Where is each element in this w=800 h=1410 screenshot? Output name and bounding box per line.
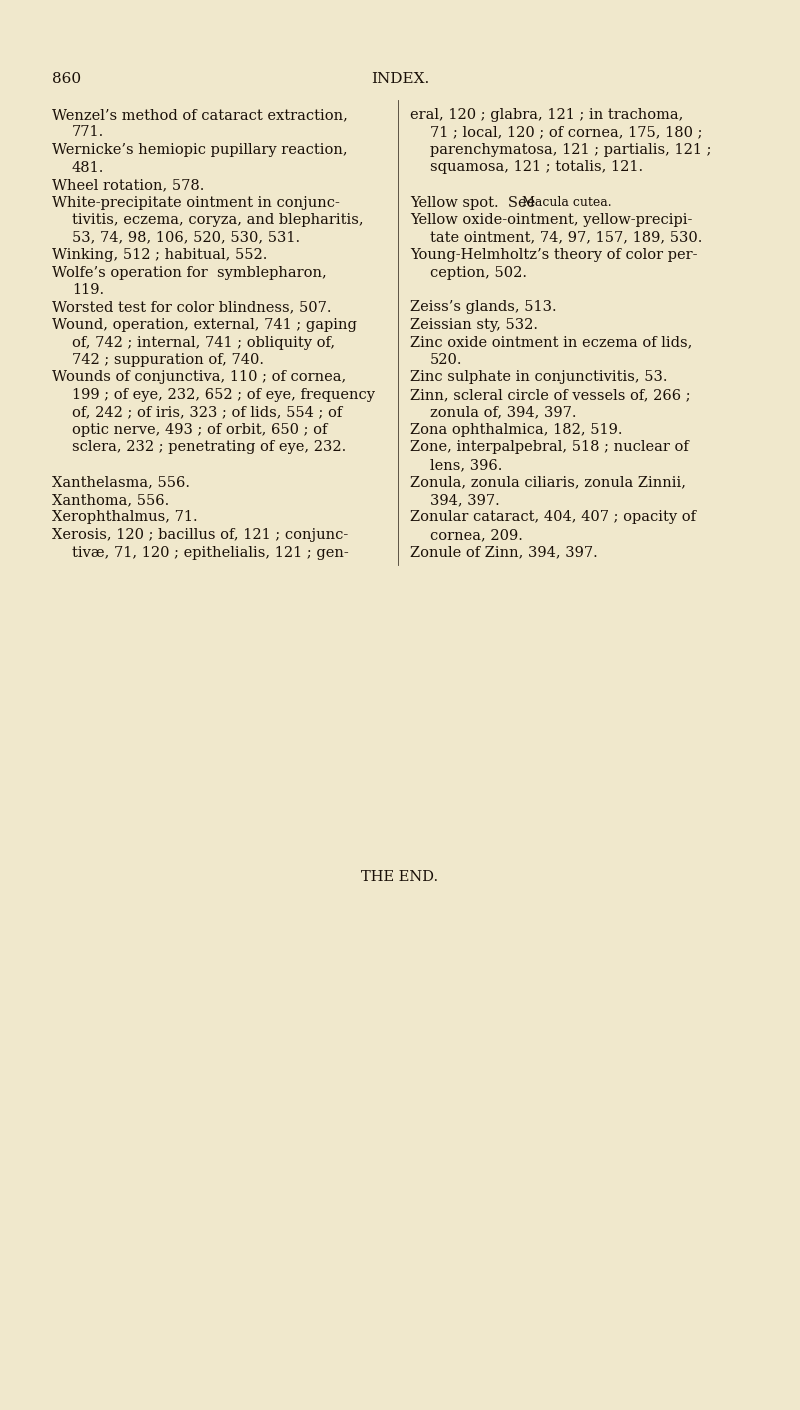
Text: Zinc sulphate in conjunctivitis, 53.: Zinc sulphate in conjunctivitis, 53.	[410, 371, 667, 385]
Text: Zonule of Zinn, 394, 397.: Zonule of Zinn, 394, 397.	[410, 546, 598, 560]
Text: 199 ; of eye, 232, 652 ; of eye, frequency: 199 ; of eye, 232, 652 ; of eye, frequen…	[72, 388, 375, 402]
Text: ception, 502.: ception, 502.	[430, 265, 527, 279]
Text: Wounds of conjunctiva, 110 ; of cornea,: Wounds of conjunctiva, 110 ; of cornea,	[52, 371, 346, 385]
Text: Winking, 512 ; habitual, 552.: Winking, 512 ; habitual, 552.	[52, 248, 267, 262]
Text: 860: 860	[52, 72, 81, 86]
Text: Zona ophthalmica, 182, 519.: Zona ophthalmica, 182, 519.	[410, 423, 622, 437]
Text: sclera, 232 ; penetrating of eye, 232.: sclera, 232 ; penetrating of eye, 232.	[72, 440, 346, 454]
Text: Xerosis, 120 ; bacillus of, 121 ; conjunc-: Xerosis, 120 ; bacillus of, 121 ; conjun…	[52, 527, 348, 541]
Text: Xerophthalmus, 71.: Xerophthalmus, 71.	[52, 510, 198, 525]
Text: Zone, interpalpebral, 518 ; nuclear of: Zone, interpalpebral, 518 ; nuclear of	[410, 440, 689, 454]
Text: tivæ, 71, 120 ; epithelialis, 121 ; gen-: tivæ, 71, 120 ; epithelialis, 121 ; gen-	[72, 546, 349, 560]
Text: Zinn, scleral circle of vessels of, 266 ;: Zinn, scleral circle of vessels of, 266 …	[410, 388, 690, 402]
Text: Yellow spot.  See: Yellow spot. See	[410, 196, 540, 210]
Text: cornea, 209.: cornea, 209.	[430, 527, 523, 541]
Text: lens, 396.: lens, 396.	[430, 458, 502, 472]
Text: Young-Helmholtz’s theory of color per-: Young-Helmholtz’s theory of color per-	[410, 248, 698, 262]
Text: tate ointment, 74, 97, 157, 189, 530.: tate ointment, 74, 97, 157, 189, 530.	[430, 230, 702, 244]
Text: 481.: 481.	[72, 161, 104, 175]
Text: Wound, operation, external, 741 ; gaping: Wound, operation, external, 741 ; gaping	[52, 319, 357, 331]
Text: Wheel rotation, 578.: Wheel rotation, 578.	[52, 178, 204, 192]
Text: INDEX.: INDEX.	[371, 72, 429, 86]
Text: Wernicke’s hemiopic pupillary reaction,: Wernicke’s hemiopic pupillary reaction,	[52, 142, 348, 157]
Text: Zinc oxide ointment in eczema of lids,: Zinc oxide ointment in eczema of lids,	[410, 336, 692, 350]
Text: 520.: 520.	[430, 352, 462, 367]
Text: Zonular cataract, 404, 407 ; opacity of: Zonular cataract, 404, 407 ; opacity of	[410, 510, 696, 525]
Text: Wolfe’s operation for  symblepharon,: Wolfe’s operation for symblepharon,	[52, 265, 326, 279]
Text: 71 ; local, 120 ; of cornea, 175, 180 ;: 71 ; local, 120 ; of cornea, 175, 180 ;	[430, 125, 702, 140]
Text: Zeiss’s glands, 513.: Zeiss’s glands, 513.	[410, 300, 557, 314]
Text: 394, 397.: 394, 397.	[430, 493, 500, 508]
Text: optic nerve, 493 ; of orbit, 650 ; of: optic nerve, 493 ; of orbit, 650 ; of	[72, 423, 327, 437]
Text: Xanthoma, 556.: Xanthoma, 556.	[52, 493, 170, 508]
Text: White-precipitate ointment in conjunc-: White-precipitate ointment in conjunc-	[52, 196, 340, 210]
Text: 771.: 771.	[72, 125, 104, 140]
Text: zonula of, 394, 397.: zonula of, 394, 397.	[430, 406, 577, 420]
Text: Yellow oxide-ointment, yellow-precipi-: Yellow oxide-ointment, yellow-precipi-	[410, 213, 692, 227]
Text: 742 ; suppuration of, 740.: 742 ; suppuration of, 740.	[72, 352, 264, 367]
Text: Zonula, zonula ciliaris, zonula Zinnii,: Zonula, zonula ciliaris, zonula Zinnii,	[410, 475, 686, 489]
Text: tivitis, eczema, coryza, and blepharitis,: tivitis, eczema, coryza, and blepharitis…	[72, 213, 364, 227]
Text: Zeissian sty, 532.: Zeissian sty, 532.	[410, 319, 538, 331]
Text: of, 242 ; of iris, 323 ; of lids, 554 ; of: of, 242 ; of iris, 323 ; of lids, 554 ; …	[72, 406, 342, 420]
Text: squamosa, 121 ; totalis, 121.: squamosa, 121 ; totalis, 121.	[430, 161, 643, 175]
Text: Wenzel’s method of cataract extraction,: Wenzel’s method of cataract extraction,	[52, 109, 348, 123]
Text: 119.: 119.	[72, 283, 104, 298]
Text: THE END.: THE END.	[362, 870, 438, 884]
Text: Macula cutea.: Macula cutea.	[522, 196, 612, 209]
Text: Xanthelasma, 556.: Xanthelasma, 556.	[52, 475, 190, 489]
Text: parenchymatosa, 121 ; partialis, 121 ;: parenchymatosa, 121 ; partialis, 121 ;	[430, 142, 711, 157]
Text: 53, 74, 98, 106, 520, 530, 531.: 53, 74, 98, 106, 520, 530, 531.	[72, 230, 300, 244]
Text: of, 742 ; internal, 741 ; obliquity of,: of, 742 ; internal, 741 ; obliquity of,	[72, 336, 335, 350]
Text: eral, 120 ; glabra, 121 ; in trachoma,: eral, 120 ; glabra, 121 ; in trachoma,	[410, 109, 683, 123]
Text: Worsted test for color blindness, 507.: Worsted test for color blindness, 507.	[52, 300, 331, 314]
